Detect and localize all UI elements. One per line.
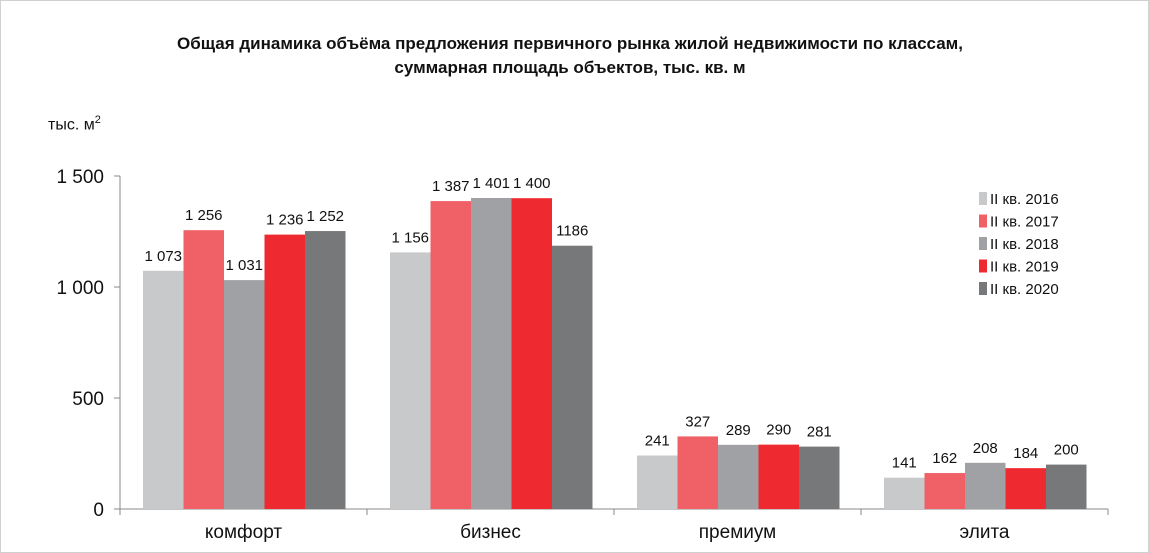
bar	[965, 462, 1006, 509]
bar	[924, 473, 965, 509]
data-label: 162	[932, 450, 957, 467]
bar	[511, 198, 552, 509]
y-axis-unit-text: тыс. м	[48, 116, 95, 134]
data-label: 1 252	[306, 208, 344, 225]
data-label: 327	[685, 413, 710, 430]
x-category-label: премиум	[699, 522, 776, 543]
data-label: 289	[726, 422, 751, 439]
bar	[799, 446, 840, 509]
legend-label: II кв. 2016	[990, 191, 1059, 208]
legend-label: II кв. 2017	[990, 214, 1059, 231]
data-label: 241	[645, 432, 670, 449]
y-axis-unit-superscript: 2	[94, 114, 101, 126]
bar	[471, 197, 512, 509]
bar	[143, 270, 184, 509]
bar	[305, 231, 346, 509]
legend-label: II кв. 2019	[990, 259, 1059, 276]
data-label: 1 400	[513, 175, 551, 192]
bar	[637, 455, 678, 509]
data-label: 290	[766, 422, 791, 439]
legend-swatch	[979, 214, 987, 228]
bar	[390, 252, 431, 510]
bar	[677, 436, 718, 509]
data-label: 1 236	[266, 212, 304, 229]
bar	[264, 234, 305, 509]
bar	[884, 477, 925, 509]
data-label: 1 387	[432, 178, 470, 195]
legend-swatch	[979, 259, 987, 273]
bar	[758, 444, 799, 509]
y-tick-label: 1 500	[56, 167, 104, 188]
chart-title-line-1: Общая динамика объёма предложения первич…	[177, 34, 963, 53]
bar	[1005, 468, 1046, 509]
x-category-label: элита	[959, 522, 1009, 543]
data-label: 1186	[556, 223, 588, 240]
data-label: 1 401	[472, 175, 510, 192]
data-label: 208	[973, 440, 998, 457]
data-label: 1 073	[144, 248, 182, 265]
y-tick-label: 1 000	[56, 278, 104, 299]
data-label: 141	[892, 455, 917, 472]
data-label: 184	[1013, 445, 1038, 462]
legend-label: II кв. 2018	[990, 236, 1059, 253]
bar	[552, 245, 593, 509]
bar	[183, 230, 224, 509]
data-label: 1 156	[391, 229, 429, 246]
data-label: 1 031	[225, 257, 263, 274]
x-category-label: комфорт	[205, 522, 283, 543]
data-label: 1 256	[185, 207, 223, 224]
legend-label: II кв. 2020	[990, 281, 1059, 298]
legend-swatch	[979, 237, 987, 250]
bar	[718, 444, 759, 509]
chart-title-line-2: суммарная площадь объектов, тыс. кв. м	[394, 58, 746, 77]
legend-swatch	[979, 192, 987, 205]
bar	[430, 201, 471, 509]
legend-swatch	[979, 282, 987, 295]
y-tick-label: 0	[93, 500, 104, 521]
bar	[224, 280, 265, 509]
y-axis-unit-label: тыс. м2	[48, 114, 101, 134]
data-label: 281	[807, 424, 832, 441]
data-label: 200	[1054, 442, 1079, 459]
x-category-label: бизнес	[460, 522, 521, 543]
y-tick-label: 500	[72, 389, 104, 410]
bar	[1046, 464, 1087, 509]
